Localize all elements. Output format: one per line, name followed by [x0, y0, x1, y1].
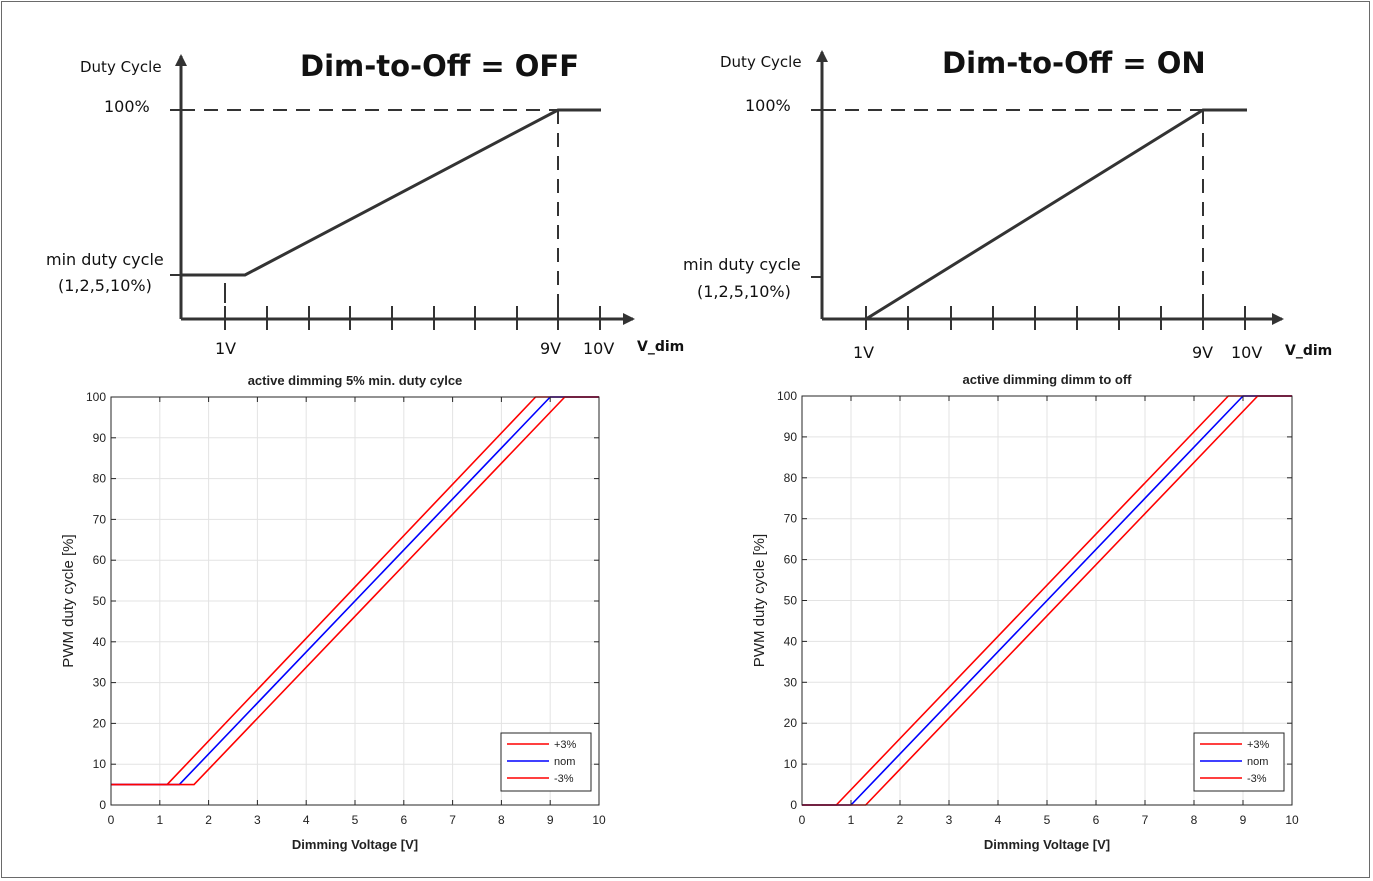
y-tick-label: 20	[93, 716, 107, 730]
legend-label: -3%	[554, 773, 574, 785]
legend-box	[1193, 732, 1285, 792]
legend-label: +3%	[1247, 739, 1270, 751]
y-tick-label: 50	[93, 594, 107, 608]
chart-title: active dimming dimm to off	[962, 372, 1132, 387]
x-tick-10v: 10V	[583, 339, 614, 358]
y-tick-label: 10	[784, 757, 798, 771]
y-axis-label: PWM duty cycle [%]	[60, 534, 77, 667]
x-tick-label: 9	[1240, 813, 1247, 827]
label-100-percent: 100%	[745, 96, 791, 115]
min-duty-values: (1,2,5,10%)	[58, 276, 152, 295]
y-tick-label: 30	[784, 675, 798, 689]
legend: +3% nom -3%	[1193, 732, 1285, 792]
x-tick-label: 2	[205, 813, 212, 827]
legend-label: -3%	[1247, 773, 1267, 785]
y-tick-label: 60	[784, 553, 798, 567]
plot-min-duty-cycle: 0 1 2 3 4 5 6 7 8 9 100102030405060708090100active…	[60, 373, 606, 852]
y-tick-label: 10	[93, 757, 107, 771]
y-tick-label: 50	[784, 594, 798, 608]
duty-curve	[865, 108, 1247, 321]
y-tick-label: 60	[93, 553, 107, 567]
x-tick-label: 5	[352, 813, 359, 827]
legend-box	[500, 732, 592, 792]
x-tick-label: 1	[156, 813, 163, 827]
y-tick-label: 80	[784, 471, 798, 485]
y-tick-label: 100	[86, 390, 106, 404]
chart-title: active dimming 5% min. duty cylce	[248, 373, 463, 388]
y-axis-label: Duty Cycle	[80, 58, 162, 76]
x-tick-label: 3	[946, 813, 953, 827]
legend-label: +3%	[554, 739, 577, 751]
x-tick-label: 1	[848, 813, 855, 827]
x-tick-9v: 9V	[540, 339, 561, 358]
x-tick-label: 6	[1093, 813, 1100, 827]
min-duty-label: min duty cycle	[46, 250, 164, 269]
legend-label: nom	[1247, 756, 1268, 768]
x-tick-label: 4	[303, 813, 310, 827]
x-tick-label: 10	[1285, 813, 1299, 827]
legend-label: nom	[554, 756, 575, 768]
x-tick-label: 0	[108, 813, 115, 827]
label-100-percent: 100%	[104, 97, 150, 116]
x-tick-label: 7	[449, 813, 456, 827]
diagram-dim-to-off-on: Dim-to-Off = ON Duty Cycle 100% min duty…	[683, 46, 1332, 362]
x-minor-ticks	[224, 306, 601, 330]
x-tick-1v: 1V	[215, 339, 236, 358]
y-tick-label: 30	[93, 676, 107, 690]
y-tick-label: 40	[93, 635, 107, 649]
x-tick-label: 3	[254, 813, 261, 827]
x-tick-label: 2	[897, 813, 904, 827]
min-duty-label: min duty cycle	[683, 255, 801, 274]
y-tick-label: 90	[784, 430, 798, 444]
x-tick-label: 6	[400, 813, 407, 827]
x-tick-label: 7	[1142, 813, 1149, 827]
min-duty-values: (1,2,5,10%)	[697, 282, 791, 301]
y-tick-label: 70	[784, 512, 798, 526]
y-tick-label: 20	[784, 716, 798, 730]
x-tick-label: 9	[547, 813, 554, 827]
x-axis-label: Dimming Voltage [V]	[292, 837, 418, 852]
y-tick-label: 70	[93, 512, 107, 526]
y-tick-label: 0	[790, 798, 797, 812]
y-tick-label: 80	[93, 472, 107, 486]
diagram-title: Dim-to-Off = OFF	[300, 49, 579, 83]
x-minor-ticks	[865, 306, 1246, 330]
y-tick-label: 100	[777, 389, 797, 403]
x-tick-label: 4	[995, 813, 1002, 827]
duty-curve	[181, 108, 601, 277]
y-axis-label: Duty Cycle	[720, 53, 802, 71]
diagram-title: Dim-to-Off = ON	[942, 46, 1206, 80]
x-tick-1v: 1V	[853, 343, 874, 362]
x-tick-10v: 10V	[1231, 343, 1262, 362]
x-axis-label: V_dim	[637, 339, 684, 355]
y-tick-label: 40	[784, 634, 798, 648]
plot-dim-to-off: 0 1 2 3 4 5 6 7 8 9 100102030405060708090100active…	[751, 372, 1299, 852]
x-tick-label: 8	[1191, 813, 1198, 827]
y-tick-label: 0	[99, 798, 106, 812]
x-axis-label: V_dim	[1285, 343, 1332, 359]
x-tick-9v: 9V	[1192, 343, 1213, 362]
x-tick-label: 5	[1044, 813, 1051, 827]
x-axis-label: Dimming Voltage [V]	[984, 837, 1110, 852]
y-axis-label: PWM duty cycle [%]	[751, 534, 768, 667]
x-tick-label: 8	[498, 813, 505, 827]
diagram-dim-to-off-off: Dim-to-Off = OFF Duty Cycle 100% min dut…	[46, 49, 684, 358]
y-tick-label: 90	[93, 431, 107, 445]
legend: +3% nom -3%	[500, 732, 592, 792]
x-tick-label: 0	[799, 813, 806, 827]
x-tick-label: 10	[592, 813, 606, 827]
